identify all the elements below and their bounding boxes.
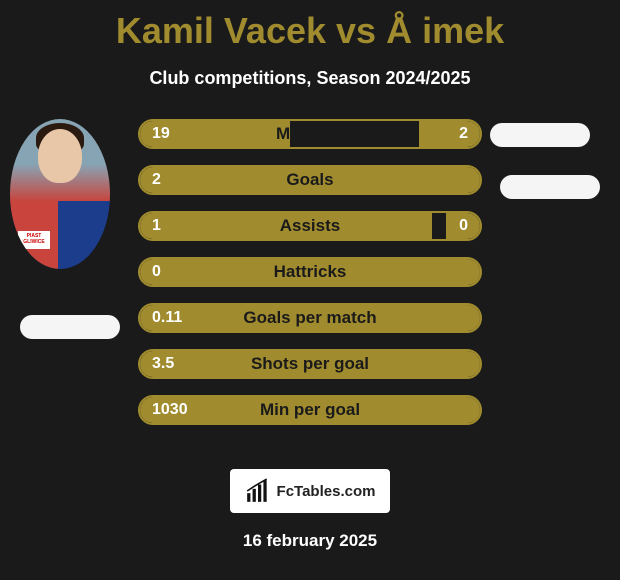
chart-icon <box>245 478 271 504</box>
comparison-title: Kamil Vacek vs Å imek <box>0 0 620 52</box>
stat-row: Matches19 2 <box>138 119 482 149</box>
footer-brand[interactable]: FcTables.com <box>230 469 390 513</box>
stat-label: Shots per goal <box>140 351 480 377</box>
footer-brand-text: FcTables.com <box>277 483 376 500</box>
club-logo-right-1 <box>490 123 590 147</box>
stat-value-left: 1030 <box>152 397 188 423</box>
stat-row: Min per goal1030 <box>138 395 482 425</box>
stat-label: Assists <box>140 213 480 239</box>
stat-value-left: 0.11 <box>152 305 182 331</box>
comparison-subtitle: Club competitions, Season 2024/2025 <box>0 68 620 89</box>
stat-row: Assists1 0 <box>138 211 482 241</box>
jersey-badge: PIAST GLIWICE <box>18 231 50 249</box>
stat-value-left: 2 <box>152 167 161 193</box>
stat-value-left: 0 <box>152 259 161 285</box>
generation-date: 16 february 2025 <box>0 531 620 551</box>
stat-label: Matches <box>140 121 480 147</box>
club-logo-right-2 <box>500 175 600 199</box>
stat-row: Shots per goal3.5 <box>138 349 482 379</box>
stat-label: Hattricks <box>140 259 480 285</box>
stat-value-left: 1 <box>152 213 161 239</box>
stat-row: Goals2 <box>138 165 482 195</box>
stat-value-right: 2 <box>459 121 468 147</box>
stat-row: Goals per match0.11 <box>138 303 482 333</box>
stat-label: Goals per match <box>140 305 480 331</box>
stat-label: Goals <box>140 167 480 193</box>
jersey-blue-stripe <box>58 201 110 269</box>
stat-value-right: 0 <box>459 213 468 239</box>
stat-row: Hattricks0 <box>138 257 482 287</box>
player-left-photo: PIAST GLIWICE <box>10 119 110 269</box>
stat-value-left: 3.5 <box>152 351 174 377</box>
stat-value-left: 19 <box>152 121 170 147</box>
stat-rows: Matches192Goals2Assists10Hattricks0Goals… <box>138 119 482 441</box>
stat-label: Min per goal <box>140 397 480 423</box>
player-head <box>38 129 82 183</box>
club-logo-left <box>20 315 120 339</box>
comparison-content: PIAST GLIWICE Matches192Goals2Assists10H… <box>0 119 620 449</box>
